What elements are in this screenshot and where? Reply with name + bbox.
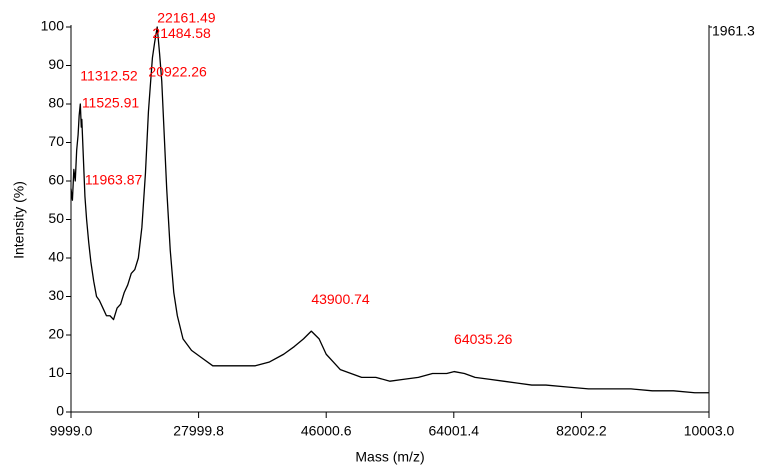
peak-label: 43900.74	[311, 291, 370, 307]
peak-label: 64035.26	[454, 331, 513, 347]
x-tick-label: 64001.4	[428, 423, 479, 439]
x-tick-label: 46000.6	[301, 423, 352, 439]
peak-label: 21484.58	[152, 25, 211, 41]
x-tick-label: 82002.2	[556, 423, 607, 439]
y-tick-label: 80	[48, 95, 64, 111]
y-tick-label: 60	[48, 172, 64, 188]
x-tick-label: 27999.8	[173, 423, 224, 439]
peak-label: 20922.26	[148, 64, 207, 80]
x-axis-label: Mass (m/z)	[355, 449, 424, 465]
peak-label: 11525.91	[82, 94, 140, 110]
x-tick-label: 9999.0	[50, 423, 93, 439]
y-tick-label: 0	[56, 403, 64, 419]
y-tick-label: 30	[48, 287, 64, 303]
x-tick-label: 10003.0	[684, 423, 735, 439]
y2-tick-label: 1961.3	[712, 23, 755, 39]
y-tick-label: 70	[48, 133, 64, 149]
peak-label: 22161.49	[157, 10, 216, 26]
y-tick-label: 20	[48, 326, 64, 342]
peak-label: 11312.52	[80, 67, 138, 83]
y-tick-label: 50	[48, 210, 64, 226]
y-tick-label: 100	[41, 18, 65, 34]
y-tick-label: 90	[48, 56, 64, 72]
spectrum-line	[70, 26, 709, 394]
peak-label: 11963.87	[85, 171, 143, 187]
y-tick-label: 10	[48, 364, 64, 380]
y-axis-label: Intensity (%)	[11, 181, 27, 259]
y-tick-label: 40	[48, 249, 64, 265]
